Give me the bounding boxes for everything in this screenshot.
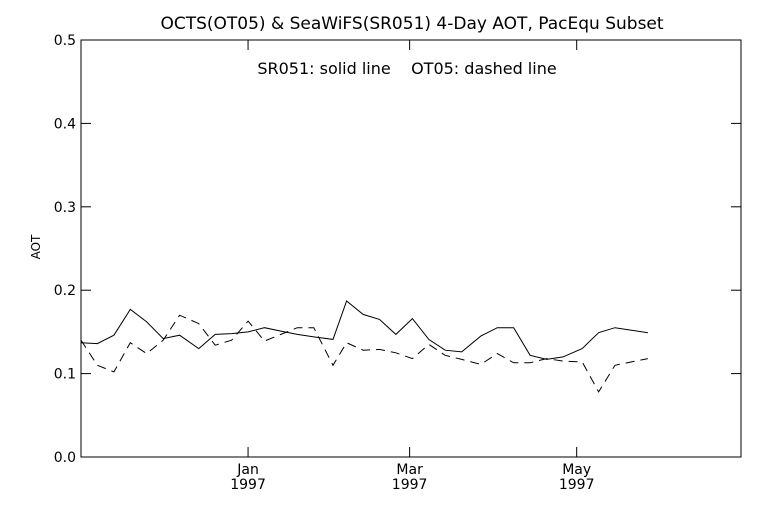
y-tick-label: 0.2 [54,283,76,299]
x-tick-label-month: Jan [236,462,259,478]
series-annotation: SR051: solid line OT05: dashed line [257,59,556,78]
series-line-sr051 [80,300,648,360]
y-axis: 0.0 0.1 0.2 0.3 0.4 0.5 [54,33,741,466]
y-tick-label: 0.1 [54,367,76,383]
y-tick-label: 0.0 [54,450,76,466]
y-tick-label: 0.4 [54,116,76,132]
series-line-ot05 [80,314,648,393]
y-tick-label: 0.3 [54,200,76,216]
x-tick-label-year: 1997 [230,477,266,493]
x-tick-label-month: Mar [396,462,423,478]
y-tick-label: 0.5 [54,33,76,49]
chart-title: OCTS(OT05) & SeaWiFS(SR051) 4-Day AOT, P… [160,14,663,34]
plot-frame [80,39,742,458]
x-tick-label-year: 1997 [559,477,595,493]
x-tick-label-year: 1997 [392,477,428,493]
x-tick-label-month: May [562,462,591,478]
plot-area [80,300,648,393]
y-axis-label: AOT [29,234,43,259]
